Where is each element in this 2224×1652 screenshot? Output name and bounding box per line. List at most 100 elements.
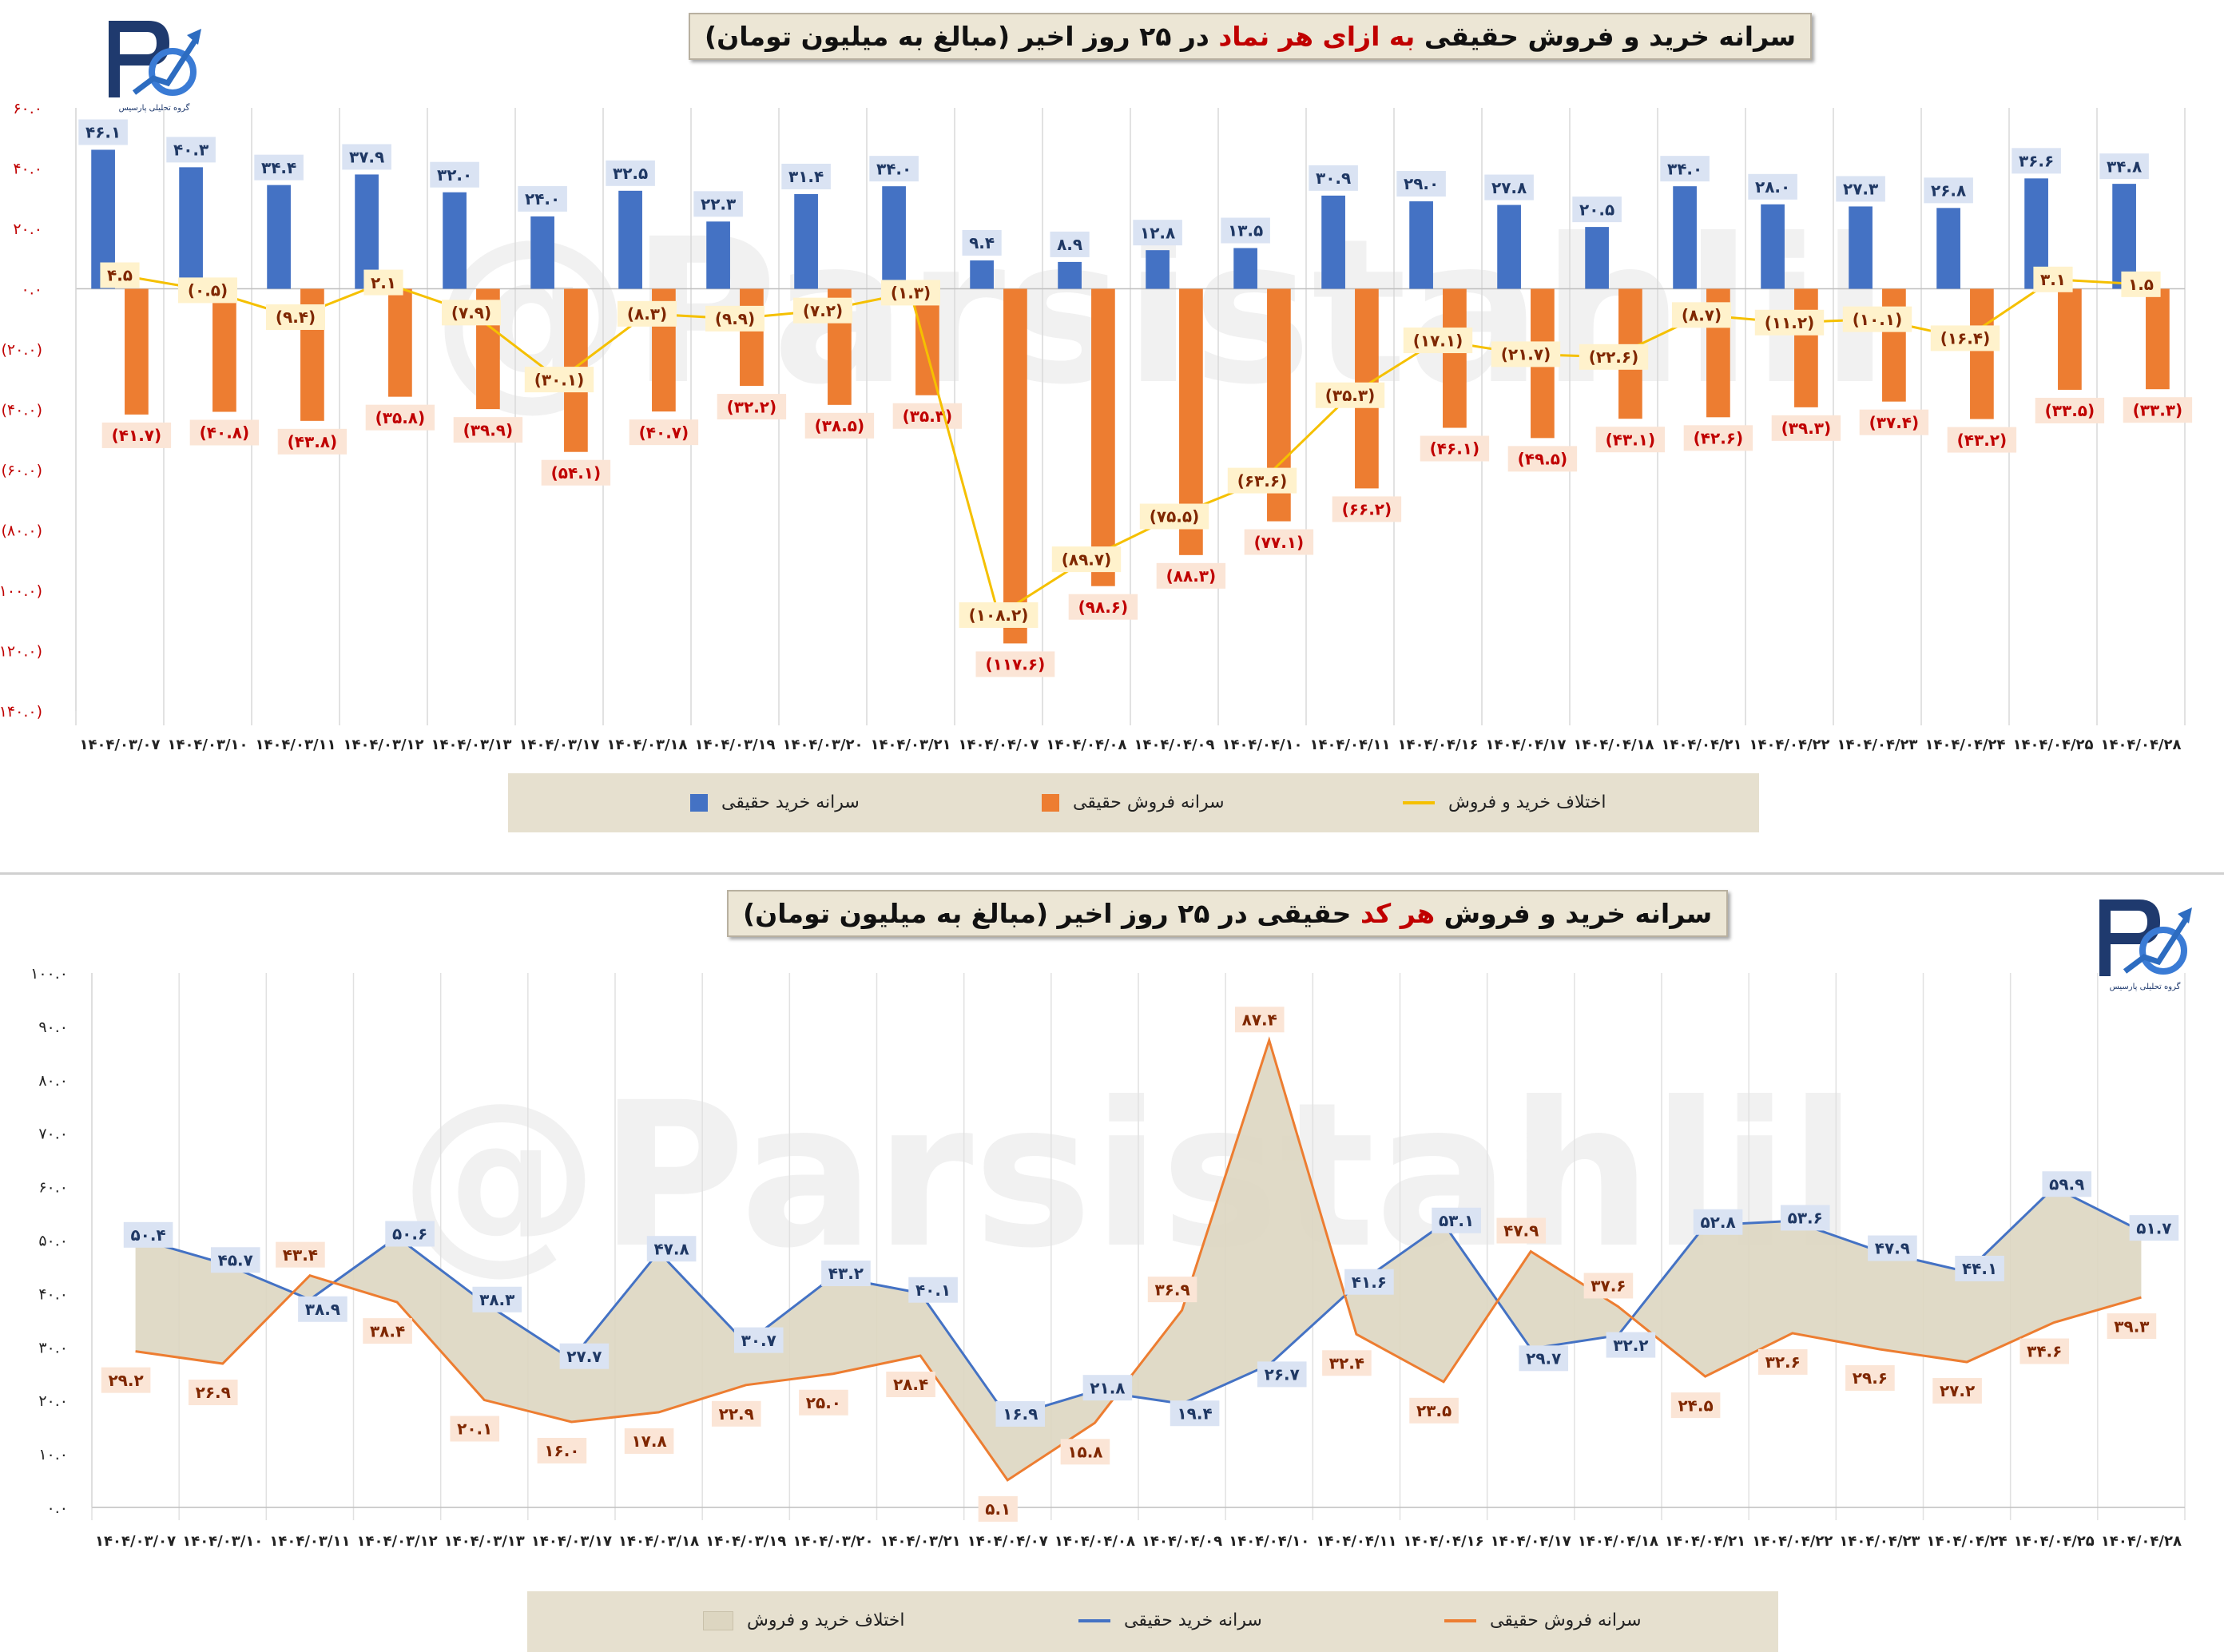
top-chart-legend: سرانه خرید حقیقی سرانه فروش حقیقی اختلاف… xyxy=(508,773,1759,832)
diff-data-label: (۰.۵) xyxy=(188,281,228,300)
buy-point-label-box xyxy=(908,1277,958,1303)
buy-data-label: ۹.۴ xyxy=(969,233,995,252)
top-y-tick-label: (۱۲۰.۰) xyxy=(0,643,42,661)
legend-sell-swatch xyxy=(1042,794,1059,812)
sell-data-label: (۴۳.۱) xyxy=(1606,430,1656,449)
sell-bar xyxy=(1794,288,1818,407)
legend-buy-swatch xyxy=(690,794,708,812)
sell-data-label-box xyxy=(1683,425,1753,451)
sell-point-label: ۲۶.۹ xyxy=(196,1383,231,1402)
buy-bar xyxy=(1849,206,1873,289)
buy-point-label: ۵۲.۸ xyxy=(1700,1213,1735,1232)
buy-point-label: ۲۶.۷ xyxy=(1265,1365,1300,1384)
buy-data-label-box xyxy=(606,160,655,186)
sell-data-label: (۴۶.۱) xyxy=(1430,439,1480,459)
legend-sell-bottom-swatch xyxy=(1444,1619,1476,1622)
buy-data-label-box xyxy=(1133,220,1182,246)
buy-data-label-box xyxy=(2099,153,2149,180)
buy-point-label: ۵۳.۶ xyxy=(1788,1209,1823,1228)
buy-point-label-box xyxy=(1432,1207,1481,1233)
buy-point-label-box xyxy=(472,1286,522,1312)
sell-point-label-box xyxy=(188,1380,238,1406)
sell-point-label-box xyxy=(1845,1364,1895,1391)
sell-point-label: ۱۵.۸ xyxy=(1067,1442,1102,1461)
bottom-x-tick-label: ۱۴۰۴/۰۴/۲۴ xyxy=(1927,1533,2008,1550)
diff-data-label: (۱۷.۱) xyxy=(1413,331,1463,350)
diff-data-label-box xyxy=(442,300,501,326)
top-y-tick-label: (۶۰.۰) xyxy=(2,462,42,479)
buy-data-label-box xyxy=(2012,148,2061,174)
top-x-tick-label: ۱۴۰۴/۰۴/۰۹ xyxy=(1134,737,1214,753)
diff-data-label: (۷.۲) xyxy=(803,301,843,320)
sell-point-label: ۲۳.۵ xyxy=(1416,1401,1452,1420)
sell-point-label-box xyxy=(1409,1397,1459,1424)
buy-bar xyxy=(1673,186,1697,289)
buy-data-label: ۳۱.۴ xyxy=(788,167,824,186)
buy-data-label-box xyxy=(1221,217,1270,244)
sell-point-label: ۱۷.۸ xyxy=(631,1432,666,1451)
sell-data-label: (۳۳.۳) xyxy=(2133,400,2183,419)
sell-bar xyxy=(212,288,236,412)
sell-point-label: ۳۲.۴ xyxy=(1329,1353,1364,1372)
legend-sell-bottom: سرانه فروش حقیقی xyxy=(1444,1610,1642,1630)
logo-caption: گروه تحلیلی پارسیس xyxy=(118,104,190,113)
bottom-x-tick-label: ۱۴۰۴/۰۳/۱۸ xyxy=(618,1533,699,1550)
buy-point-label-box xyxy=(1955,1255,2004,1281)
buy-data-label: ۳۲.۰ xyxy=(437,165,472,185)
buy-point-label-box xyxy=(1170,1400,1220,1427)
buy-bar xyxy=(179,167,203,289)
diff-data-label: (۹.۴) xyxy=(276,308,316,327)
diff-data-label-box xyxy=(2033,266,2073,292)
bottom-chart-legend: اختلاف خرید و فروش سرانه خرید حقیقی سران… xyxy=(527,1591,1778,1652)
bottom-y-tick-label: ۲۰.۰ xyxy=(38,1392,68,1410)
legend-sell: سرانه فروش حقیقی xyxy=(1042,792,1225,812)
legend-fill-swatch xyxy=(703,1611,733,1630)
sell-data-label-box xyxy=(975,651,1055,677)
sell-point-label: ۳۲.۶ xyxy=(1765,1352,1801,1372)
bottom-x-tick-label: ۱۴۰۴/۰۳/۱۲ xyxy=(357,1533,438,1550)
buy-point-label: ۱۶.۹ xyxy=(1003,1404,1038,1424)
buy-point-label-box xyxy=(995,1400,1046,1427)
buy-bar xyxy=(618,190,642,289)
sell-data-label: (۳۹.۹) xyxy=(463,420,514,439)
sell-data-label-box xyxy=(892,403,963,429)
sell-point-label-box xyxy=(101,1367,151,1393)
top-chart-title: سرانه خرید و فروش حقیقی به ازای هر نماد … xyxy=(689,13,1813,60)
buy-point-label: ۳۸.۳ xyxy=(479,1290,514,1309)
buy-data-label: ۳۴.۰ xyxy=(876,159,911,178)
bottom-x-tick-label: ۱۴۰۴/۰۳/۱۷ xyxy=(531,1533,612,1550)
diff-data-label-box xyxy=(100,262,140,288)
sell-data-label-box xyxy=(1420,435,1490,462)
legend-buy-bottom: سرانه خرید حقیقی xyxy=(1078,1610,1262,1630)
sell-point-label-box xyxy=(624,1428,674,1454)
sell-data-label: (۳۲.۲) xyxy=(727,397,777,416)
top-x-tick-label: ۱۴۰۴/۰۳/۱۰ xyxy=(167,737,248,753)
diff-data-label: (۱۶.۴) xyxy=(1940,329,1991,348)
sell-data-label-box xyxy=(1771,415,1841,441)
sell-data-label: (۳۸.۵) xyxy=(815,416,865,435)
sell-data-label: (۹۸.۶) xyxy=(1078,598,1129,617)
buy-point-label-box xyxy=(1344,1269,1394,1295)
buy-point-label-box xyxy=(559,1343,610,1369)
buy-bar xyxy=(1409,201,1433,289)
sell-bar xyxy=(125,288,149,415)
diff-data-label-box xyxy=(1930,325,2000,351)
buy-data-label: ۲۰.۵ xyxy=(1579,200,1614,219)
diff-data-label: (۲۱.۷) xyxy=(1501,345,1551,364)
bottom-x-tick-label: ۱۴۰۴/۰۴/۱۸ xyxy=(1578,1533,1658,1550)
buy-data-label-box xyxy=(781,163,831,189)
diff-data-label-box xyxy=(1139,503,1209,530)
sell-point-label-box xyxy=(1583,1273,1634,1299)
bottom-x-tick-label: ۱۴۰۴/۰۳/۱۹ xyxy=(705,1533,786,1550)
buy-bar xyxy=(1058,261,1082,289)
sell-point-label: ۳۴.۶ xyxy=(2027,1342,2062,1361)
buy-data-label-box xyxy=(342,144,391,170)
top-x-tick-label: ۱۴۰۴/۰۴/۱۱ xyxy=(1309,737,1390,753)
sell-data-label-box xyxy=(277,428,348,455)
buy-data-label: ۳۴.۸ xyxy=(2107,157,2142,176)
diff-data-label-box xyxy=(1051,546,1122,573)
top-title-highlight: به ازای هر نماد xyxy=(1218,21,1416,52)
sell-line xyxy=(135,1036,2142,1482)
buy-point-label: ۳۸.۹ xyxy=(305,1300,340,1319)
diff-data-label-box xyxy=(793,297,852,324)
